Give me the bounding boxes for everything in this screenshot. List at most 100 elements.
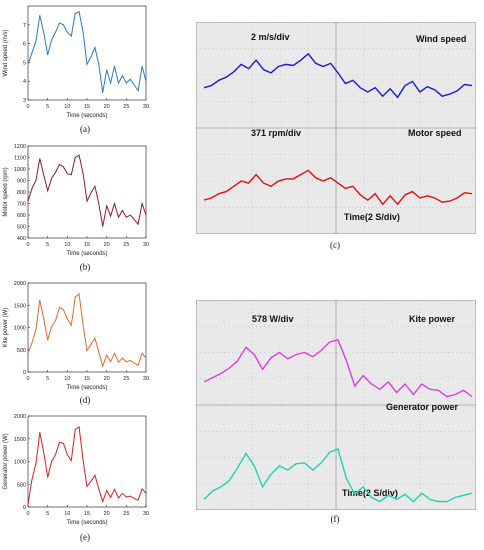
y-tick-label: 1500: [14, 303, 26, 309]
y-tick-label: 0: [23, 505, 26, 511]
x-tick-label: 30: [143, 376, 149, 382]
trace-bottom: [203, 448, 473, 503]
data-point: [141, 203, 143, 204]
data-point: [43, 452, 45, 453]
trace-top: [203, 52, 473, 99]
y-tick-label: 500: [17, 348, 26, 354]
data-point: [133, 362, 135, 364]
x-tick-label: 5: [46, 242, 49, 248]
scope-f-top-right-label: Kite power: [409, 314, 456, 324]
data-point: [129, 495, 131, 497]
x-tick-label: 0: [26, 242, 29, 248]
data-point: [59, 441, 60, 443]
caption-c: (c): [330, 240, 340, 250]
scope-f: 578 W/div Kite power Generator power Tim…: [196, 300, 476, 510]
data-point: [94, 474, 96, 476]
x-tick-label: 15: [84, 376, 90, 382]
data-point: [78, 426, 80, 428]
data-point: [90, 192, 92, 194]
data-point: [137, 364, 139, 366]
x-tick-label: 30: [143, 242, 149, 248]
data-point: [94, 46, 96, 48]
data-point: [114, 352, 115, 354]
y-tick-label: 400: [17, 236, 26, 242]
data-point: [129, 214, 131, 216]
data-point: [31, 52, 33, 54]
data-point: [86, 200, 88, 202]
data-point: [74, 296, 76, 298]
data-point: [114, 203, 115, 204]
x-tick-label: 30: [143, 104, 149, 110]
data-point: [145, 492, 147, 494]
data-point: [66, 173, 68, 174]
data-point: [98, 203, 100, 204]
data-point: [43, 31, 45, 33]
data-point: [90, 481, 92, 482]
data-point: [27, 200, 29, 202]
y-tick-label: 500: [17, 225, 26, 231]
y-tick-label: 600: [17, 213, 26, 219]
plot-frame: [27, 5, 147, 101]
data-point: [145, 80, 147, 82]
caption-f: (f): [330, 514, 340, 524]
data-point: [86, 486, 88, 487]
x-axis-label: Time (seconds): [66, 113, 107, 119]
data-point: [66, 318, 68, 319]
data-point: [122, 357, 123, 359]
y-tick-label: 5: [23, 60, 26, 66]
data-point: [122, 210, 123, 211]
x-tick-label: 25: [123, 376, 129, 382]
x-tick-label: 15: [84, 511, 90, 517]
data-point: [118, 82, 119, 84]
data-point: [125, 216, 127, 218]
plot-wind-speed: 0 5 10 15 20 25 30 3 4 5 6 7 Time (seconds) Wind spee…: [3, 5, 149, 119]
data-point: [70, 324, 72, 326]
data-point: [55, 454, 56, 456]
trace-top: [203, 339, 473, 398]
y-tick-label: 2000: [14, 281, 26, 287]
data-point: [63, 309, 64, 311]
data-point: [125, 361, 127, 363]
scope-c-mid-left-label: 371 rpm/div: [251, 128, 301, 138]
y-tick-label: 800: [17, 190, 26, 196]
data-point: [31, 342, 33, 344]
data-point: [125, 496, 127, 498]
data-point: [102, 365, 104, 367]
trace-bottom: [203, 169, 473, 206]
data-point: [106, 354, 108, 356]
data-point: [70, 35, 72, 37]
data-point: [35, 329, 37, 331]
data-point: [82, 173, 84, 174]
plot-generator-power: 0 5 10 15 20 25 30 0 500 1000 1500 2000 Time (second…: [3, 414, 149, 526]
data-point: [55, 320, 56, 322]
x-tick-label: 25: [123, 242, 129, 248]
data-point: [70, 460, 72, 461]
data-point: [141, 65, 143, 67]
data-point: [39, 158, 41, 160]
scope-f-top-left-label: 578 W/div: [252, 314, 294, 324]
y-tick-label: 4: [23, 79, 26, 85]
caption-b: (b): [79, 262, 91, 272]
data-point: [35, 41, 37, 43]
data-point: [110, 215, 111, 217]
plot-frame: [27, 415, 147, 508]
x-tick-label: 5: [46, 104, 49, 110]
y-tick-label: 1000: [14, 326, 26, 332]
x-tick-label: 20: [104, 511, 110, 517]
x-tick-label: 25: [123, 511, 129, 517]
data-point: [133, 497, 135, 499]
scope-c-top-left-label: 2 m/s/div: [251, 32, 290, 42]
data-point: [98, 351, 100, 353]
x-tick-label: 10: [64, 242, 70, 248]
data-point: [63, 442, 64, 444]
plot-motor-speed: 0 5 10 15 20 25 30 400 500 600 700 800 900 1000 1100 12…: [3, 144, 149, 257]
data-point: [98, 63, 100, 65]
data-point: [82, 324, 84, 326]
caption-a: (a): [80, 124, 90, 134]
data-point: [94, 185, 96, 187]
data-point: [114, 488, 115, 490]
data-point: [133, 219, 135, 220]
caption-e: (e): [80, 532, 90, 542]
data-point: [47, 190, 49, 192]
x-tick-label: 15: [84, 242, 90, 248]
